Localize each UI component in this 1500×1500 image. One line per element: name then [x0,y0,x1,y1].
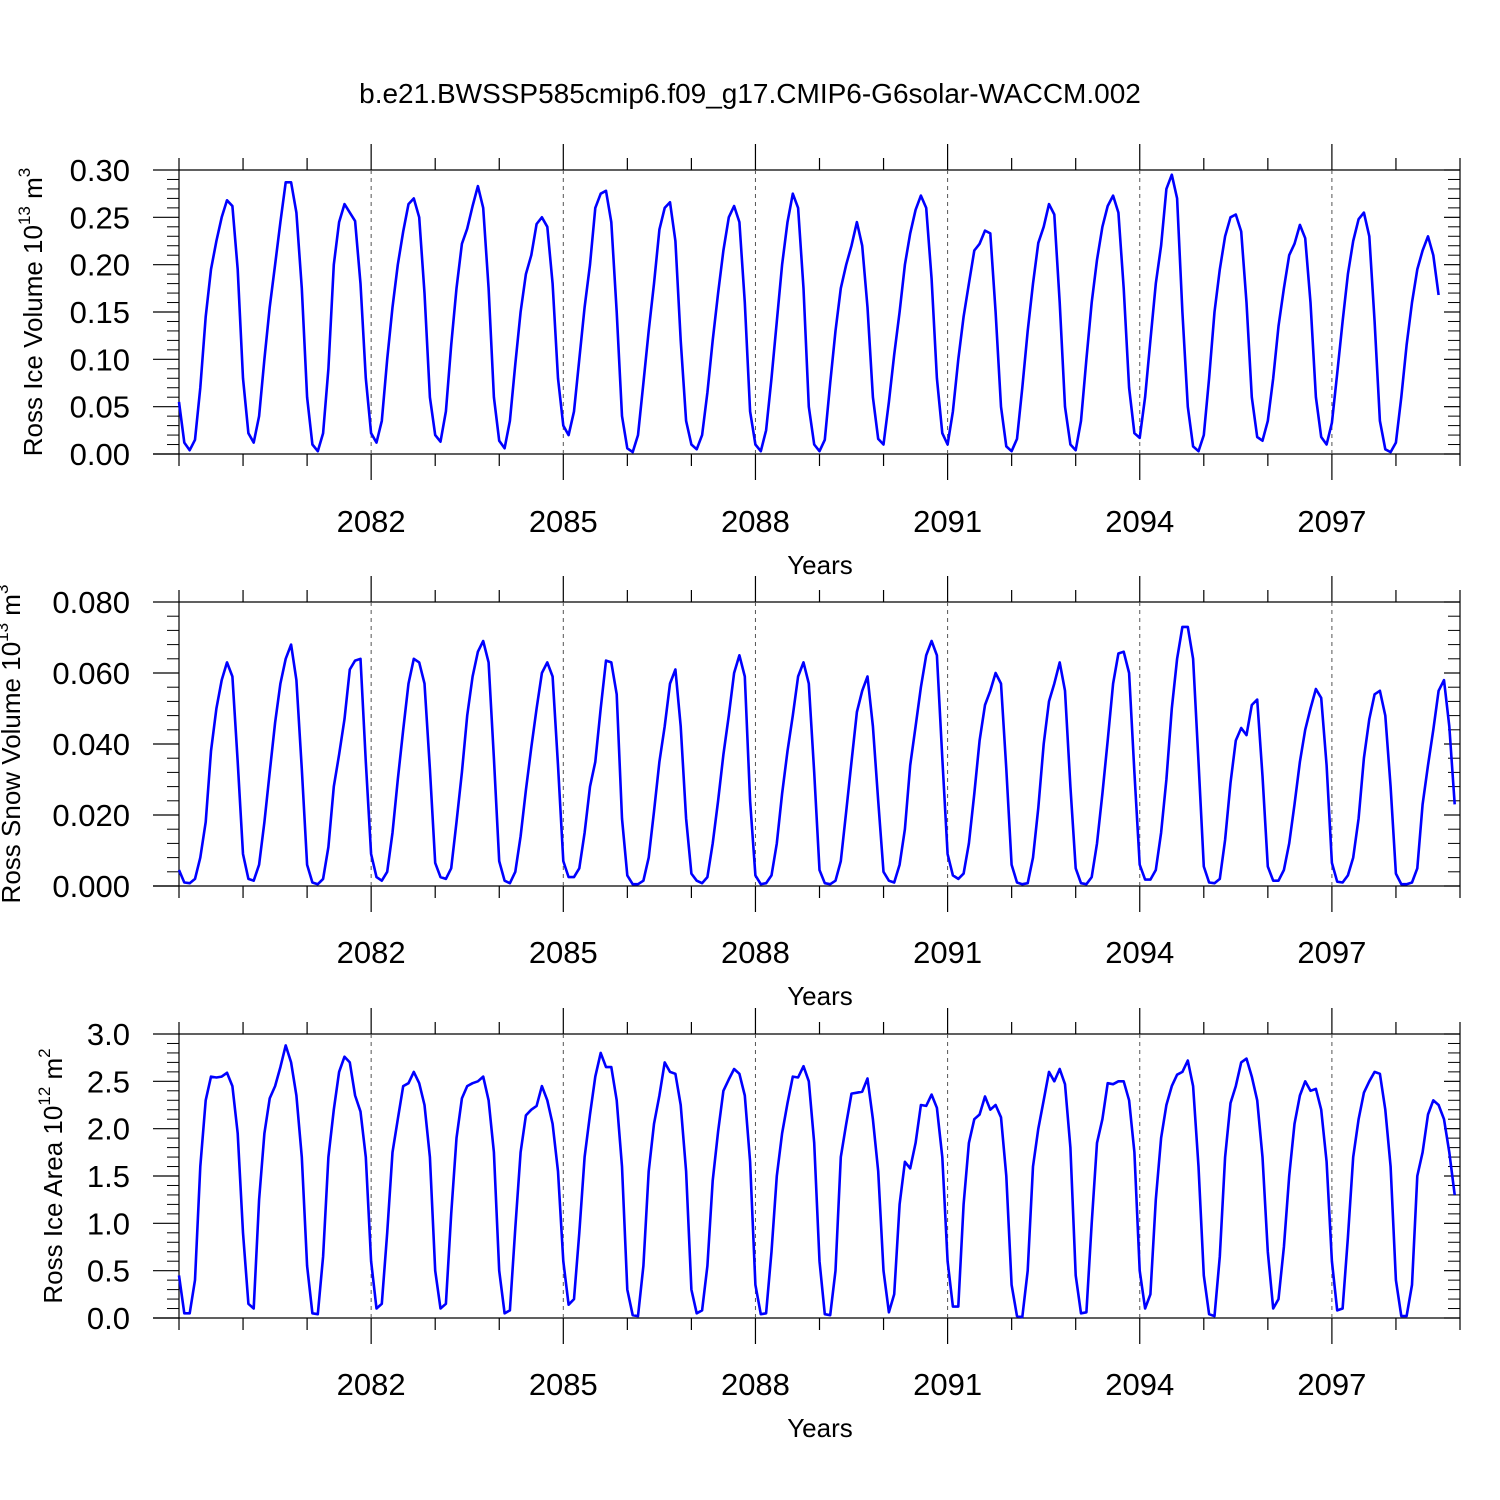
x-tick-label: 2097 [1297,1367,1366,1402]
y-tick-label: 0.080 [52,585,130,620]
y-tick-label: 0.0 [87,1301,130,1336]
y-tick-label: 2.5 [87,1064,130,1099]
x-tick-label: 2094 [1105,935,1174,970]
ylabel-unit: m [0,594,26,623]
x-tick-label: 2091 [913,935,982,970]
ylabel-text: Ross Ice Area 10 [38,1106,68,1304]
y-tick-label: 1.0 [87,1206,130,1241]
y-tick-label: 0.20 [70,248,130,283]
ylabel-snow-volume: Ross Snow Volume 1013 m3 [0,585,26,904]
ylabel-unit: m [38,1058,68,1087]
series-line [177,173,1440,454]
y-tick-label: 0.060 [52,656,130,691]
y-tick-label: 0.020 [52,798,130,833]
ylabel-exponent: 13 [15,206,34,225]
y-tick-label: 0.05 [70,390,130,425]
ylabel-text: Ross Ice Volume 10 [18,225,48,456]
y-tick-label: 0.15 [70,295,130,330]
ylabel-exponent: 13 [0,623,12,642]
chart-ice-area: 0.0 0.5 1.0 1.5 2.0 2.5 3.0 2082 2085 2088 2091 209… [87,1008,1461,1402]
y-tick-label: 0.5 [87,1254,130,1289]
series-line [177,1044,1456,1319]
y-tick-label: 1.5 [87,1159,130,1194]
xlabel-snow-volume: Years [787,981,853,1011]
x-tick-label: 2091 [913,1367,982,1402]
x-tick-label: 2082 [337,504,406,539]
ylabel-unit: m [18,177,48,206]
x-tick-label: 2082 [337,1367,406,1402]
chart-snow-volume: 0.000 0.020 0.040 0.060 0.080 2082 2085 2088 209… [52,576,1461,970]
x-tick-label: 2094 [1105,504,1174,539]
y-tick-label: 0.25 [70,200,130,235]
ylabel-ice-area: Ross Ice Area 1012 m2 [35,1048,68,1303]
panel-snow-volume: Ross Snow Volume 1013 m3 Years [0,585,853,1011]
ylabel-unit-exponent: 3 [15,168,34,177]
panel-ice-area: Ross Ice Area 1012 m2 Years [35,1048,853,1443]
xlabel-ice-area: Years [787,1413,853,1443]
ylabel-text: Ross Snow Volume 10 [0,642,26,904]
ylabel-exponent: 12 [35,1087,54,1106]
x-tick-label: 2088 [721,504,790,539]
series-line [177,625,1456,886]
x-tick-label: 2097 [1297,935,1366,970]
x-tick-label: 2085 [529,935,598,970]
xlabel-ice-volume: Years [787,550,853,580]
y-tick-label: 3.0 [87,1017,130,1052]
y-tick-label: 0.000 [52,869,130,904]
x-tick-label: 2094 [1105,1367,1174,1402]
chart-ice-volume: 0.00 0.05 0.10 0.15 0.20 0.25 0.30 2082 2085 2088… [70,144,1461,539]
panel-ice-volume: Ross Ice Volume 1013 m3 Years [15,168,853,580]
y-tick-label: 0.00 [70,437,130,472]
figure-title: b.e21.BWSSP585cmip6.f09_g17.CMIP6-G6sola… [359,78,1141,109]
y-tick-label: 2.0 [87,1112,130,1147]
x-tick-label: 2097 [1297,504,1366,539]
y-tick-label: 0.30 [70,153,130,188]
x-tick-label: 2088 [721,1367,790,1402]
ylabel-ice-volume: Ross Ice Volume 1013 m3 [15,168,48,457]
x-tick-label: 2082 [337,935,406,970]
x-tick-label: 2085 [529,504,598,539]
ylabel-unit-exponent: 2 [35,1048,54,1057]
y-tick-label: 0.040 [52,727,130,762]
y-tick-label: 0.10 [70,342,130,377]
x-tick-label: 2091 [913,504,982,539]
x-tick-label: 2085 [529,1367,598,1402]
x-tick-label: 2088 [721,935,790,970]
ylabel-unit-exponent: 3 [0,585,12,594]
